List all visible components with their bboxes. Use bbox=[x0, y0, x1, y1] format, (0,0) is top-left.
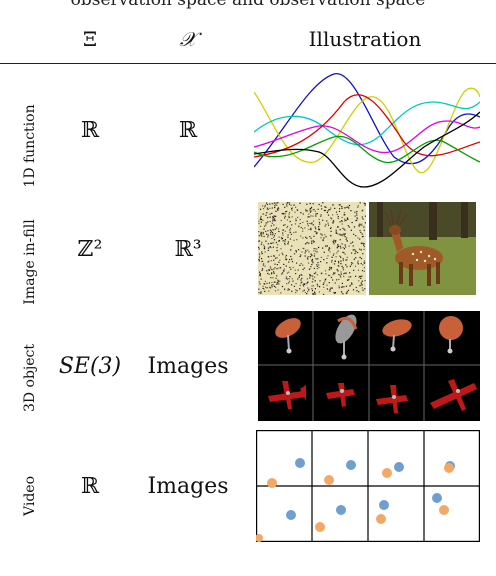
deer-image bbox=[369, 202, 476, 295]
video-frames-grid bbox=[256, 430, 480, 542]
header-x: 𝒳 bbox=[179, 27, 197, 51]
row3-x: Images bbox=[147, 354, 229, 379]
row2-xi: ℤ² bbox=[77, 237, 103, 262]
function-curves-plot bbox=[254, 72, 480, 192]
row2-x: ℝ³ bbox=[174, 237, 202, 262]
cut-header-text: observation space and observation space bbox=[70, 0, 426, 10]
header-xi: Ξ bbox=[82, 27, 98, 51]
top-rule bbox=[0, 63, 496, 65]
row3-xi: SE(3) bbox=[58, 354, 122, 379]
row1-x: ℝ bbox=[178, 118, 198, 143]
row4-x: Images bbox=[147, 474, 229, 499]
3d-object-grid bbox=[258, 311, 480, 421]
masked-image bbox=[258, 202, 366, 295]
row4-xi: ℝ bbox=[80, 474, 100, 499]
header-illustration: Illustration bbox=[308, 27, 422, 51]
row1-xi: ℝ bbox=[80, 118, 100, 143]
